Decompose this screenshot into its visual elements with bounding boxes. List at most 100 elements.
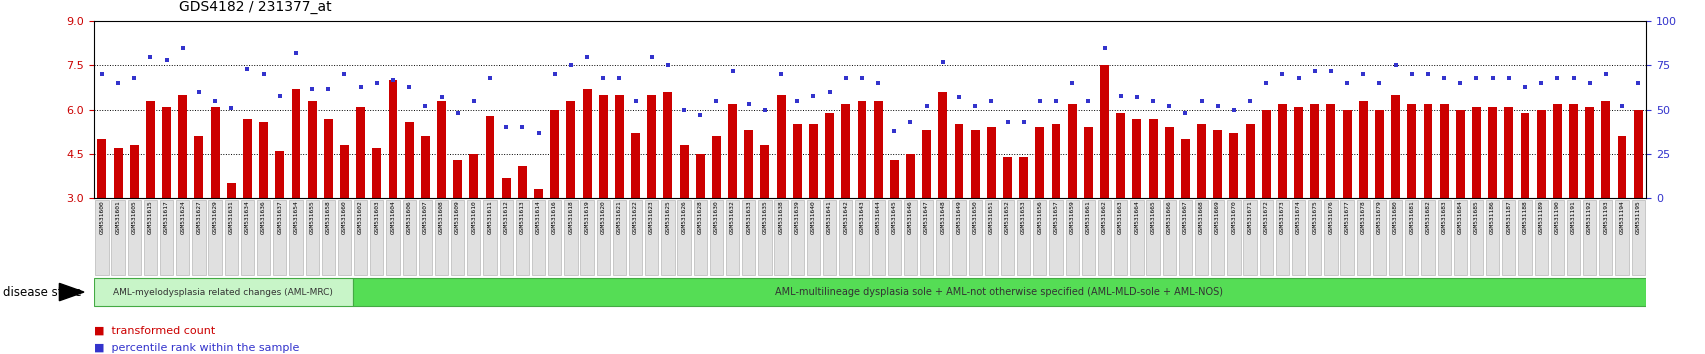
Text: GSM531659: GSM531659: [1069, 201, 1074, 234]
Bar: [1374, 110, 1383, 198]
Text: GSM531673: GSM531673: [1279, 201, 1284, 234]
Text: GSM531635: GSM531635: [762, 201, 767, 234]
Bar: [760, 145, 769, 198]
Bar: [1598, 200, 1611, 275]
Polygon shape: [60, 283, 84, 301]
Bar: [193, 200, 206, 275]
Bar: [694, 200, 706, 275]
Text: GSM531660: GSM531660: [341, 201, 346, 234]
Text: GSM531683: GSM531683: [1441, 201, 1446, 234]
Text: GSM531670: GSM531670: [1231, 201, 1236, 234]
Text: GSM531622: GSM531622: [633, 201, 638, 234]
Bar: [1405, 200, 1417, 275]
Bar: [1100, 65, 1108, 198]
Bar: [646, 95, 656, 198]
Text: GSM531637: GSM531637: [278, 201, 281, 234]
Text: GSM531658: GSM531658: [326, 201, 331, 234]
Text: GSM531645: GSM531645: [892, 201, 897, 234]
Text: GSM531186: GSM531186: [1488, 201, 1494, 234]
Bar: [1147, 119, 1156, 198]
Bar: [774, 200, 788, 275]
Bar: [389, 80, 397, 198]
Bar: [871, 200, 885, 275]
Bar: [1277, 104, 1286, 198]
Text: GSM531633: GSM531633: [745, 201, 750, 234]
Bar: [143, 200, 157, 275]
Text: GSM531192: GSM531192: [1586, 201, 1591, 234]
Text: GSM531680: GSM531680: [1393, 201, 1398, 234]
Bar: [709, 200, 723, 275]
Bar: [370, 200, 384, 275]
Bar: [1033, 200, 1045, 275]
Bar: [435, 200, 448, 275]
Bar: [1601, 101, 1610, 198]
Bar: [1470, 200, 1482, 275]
Text: GSM531617: GSM531617: [164, 201, 169, 234]
Text: GSM531607: GSM531607: [423, 201, 428, 234]
Bar: [210, 107, 220, 198]
Bar: [1550, 200, 1563, 275]
Text: GSM531601: GSM531601: [116, 201, 121, 234]
Text: GSM531677: GSM531677: [1344, 201, 1349, 234]
Bar: [598, 95, 607, 198]
Bar: [227, 183, 235, 198]
Bar: [1533, 200, 1546, 275]
Bar: [179, 95, 188, 198]
Bar: [1390, 95, 1400, 198]
Bar: [486, 116, 494, 198]
Text: GSM531640: GSM531640: [810, 201, 815, 234]
Bar: [1243, 200, 1257, 275]
Text: GSM531605: GSM531605: [131, 201, 136, 234]
Bar: [1519, 113, 1529, 198]
Bar: [355, 200, 367, 275]
Bar: [95, 200, 109, 275]
Bar: [1212, 130, 1221, 198]
Bar: [711, 136, 721, 198]
Text: GSM531639: GSM531639: [795, 201, 800, 234]
Text: GSM531636: GSM531636: [261, 201, 266, 234]
Bar: [662, 200, 673, 275]
Bar: [644, 200, 658, 275]
Bar: [1081, 200, 1095, 275]
Bar: [404, 121, 413, 198]
Bar: [385, 200, 399, 275]
Text: GSM531620: GSM531620: [600, 201, 605, 234]
Bar: [1245, 125, 1253, 198]
Bar: [322, 200, 334, 275]
Bar: [307, 101, 317, 198]
Text: GSM531612: GSM531612: [503, 201, 508, 234]
Text: GSM531666: GSM531666: [1166, 201, 1171, 234]
Bar: [726, 200, 738, 275]
Bar: [629, 200, 641, 275]
Bar: [679, 145, 689, 198]
Text: GSM531615: GSM531615: [148, 201, 153, 234]
Bar: [1552, 104, 1560, 198]
Bar: [858, 101, 866, 198]
Text: GSM531609: GSM531609: [455, 201, 460, 234]
Text: disease state: disease state: [3, 286, 82, 298]
Text: GSM531194: GSM531194: [1618, 201, 1623, 234]
Text: GSM531604: GSM531604: [390, 201, 396, 234]
Bar: [518, 166, 527, 198]
Text: GSM531648: GSM531648: [939, 201, 945, 234]
Text: GSM531189: GSM531189: [1538, 201, 1543, 234]
Bar: [583, 89, 592, 198]
Bar: [97, 139, 106, 198]
Text: GSM531684: GSM531684: [1458, 201, 1461, 234]
Text: GSM531624: GSM531624: [181, 201, 186, 234]
Text: GSM531685: GSM531685: [1473, 201, 1478, 234]
Text: GSM531656: GSM531656: [1037, 201, 1042, 234]
Bar: [1630, 200, 1644, 275]
Bar: [1355, 200, 1369, 275]
Bar: [194, 136, 203, 198]
Text: GSM531188: GSM531188: [1521, 201, 1526, 234]
Bar: [275, 151, 285, 198]
Text: GSM531629: GSM531629: [213, 201, 218, 234]
Text: GSM531630: GSM531630: [713, 201, 718, 234]
Text: GSM531651: GSM531651: [989, 201, 994, 234]
Bar: [1309, 104, 1318, 198]
Text: GSM531187: GSM531187: [1506, 201, 1511, 234]
Text: GSM531663: GSM531663: [1117, 201, 1122, 234]
Text: GSM531668: GSM531668: [1199, 201, 1204, 234]
Bar: [1536, 110, 1545, 198]
